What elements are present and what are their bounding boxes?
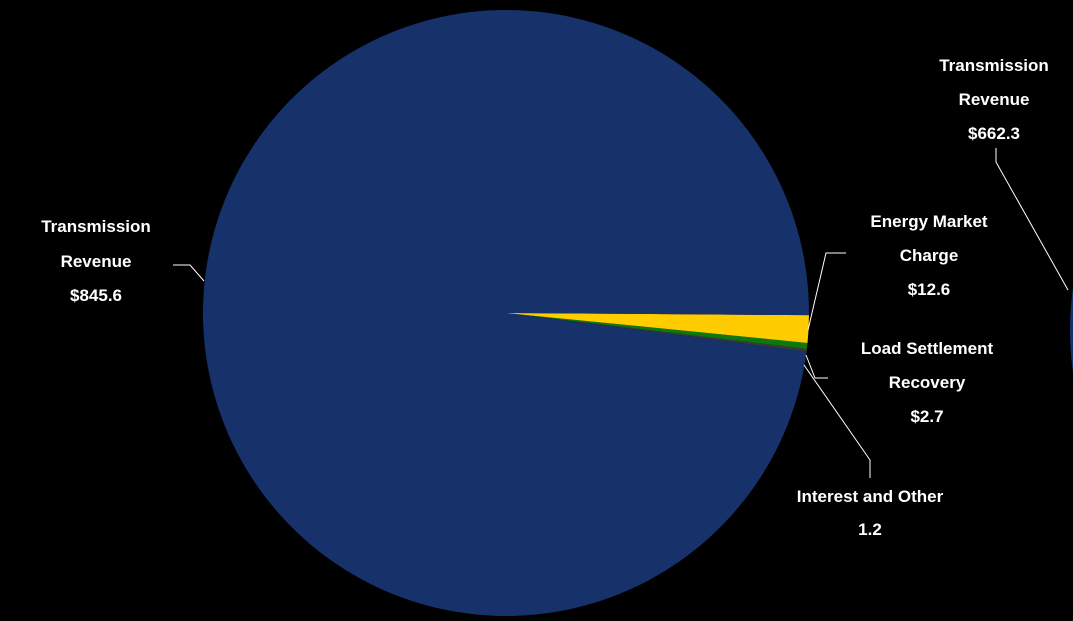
data-label-load-settlement-recovery-line-3: $2.7 <box>910 407 943 426</box>
pie-chart-left: Transmission Revenue $845.6 Energy Market Ch… <box>41 9 994 616</box>
pie-slice-interest-and-other <box>506 313 807 352</box>
leader-line-load-settlement-recovery <box>805 354 828 379</box>
pie-chart-right: Transmission Revenue $662.3 <box>939 56 1073 373</box>
data-label-transmission-revenue-line-3: $845.6 <box>70 286 122 305</box>
data-label-energy-market-charge-line-1: Energy Market <box>870 212 987 231</box>
data-label-interest-and-other-line-1: Interest and Other <box>797 487 944 506</box>
data-label-energy-market-charge-line-3: $12.6 <box>908 280 951 299</box>
leader-line-energy-market-charge <box>807 252 846 331</box>
pie-slice-transmission-revenue <box>202 9 809 616</box>
data-label-load-settlement-recovery-line-2: Recovery <box>889 373 966 392</box>
leader-line-transmission-revenue <box>173 264 205 282</box>
pie-slice-energy-market-charge <box>506 313 809 343</box>
data-label-transmission-revenue-right-line-3: $662.3 <box>968 124 1020 143</box>
data-label-interest-and-other-line-2: 1.2 <box>858 520 882 539</box>
data-label-transmission-revenue-right-line-2: Revenue <box>959 90 1030 109</box>
pie-slice-transmission-revenue-right <box>1070 287 1073 373</box>
data-label-load-settlement-recovery-line-1: Load Settlement <box>861 339 994 358</box>
data-label-transmission-revenue-right-line-1: Transmission <box>939 56 1049 75</box>
data-label-transmission-revenue-line-1: Transmission <box>41 217 151 236</box>
pie-slice-load-settlement-recovery <box>506 313 808 349</box>
leader-line-interest-and-other <box>803 364 871 478</box>
leader-line-transmission-revenue-right <box>995 148 1069 291</box>
data-label-transmission-revenue-line-2: Revenue <box>61 252 132 271</box>
data-label-energy-market-charge-line-2: Charge <box>900 246 959 265</box>
